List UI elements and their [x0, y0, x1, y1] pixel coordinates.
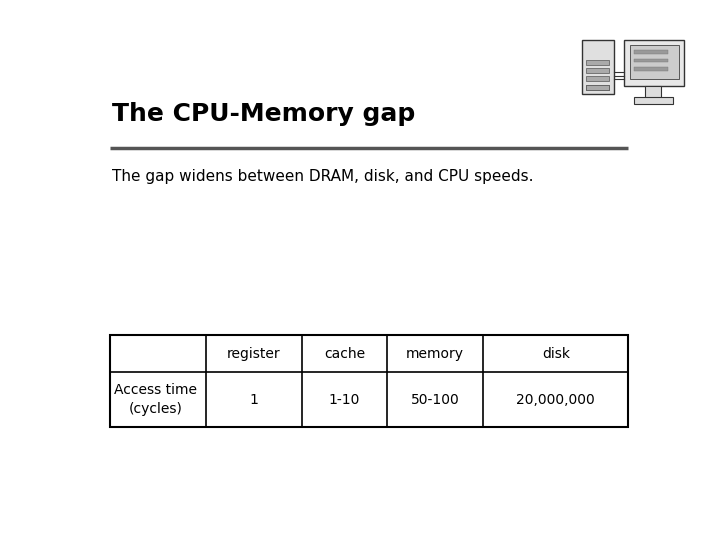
Bar — [586, 59, 609, 65]
Bar — [634, 67, 668, 71]
Text: 1: 1 — [249, 393, 258, 407]
Bar — [586, 68, 609, 73]
Bar — [586, 85, 609, 90]
Bar — [624, 39, 684, 85]
Text: disk: disk — [542, 347, 570, 361]
Text: Access time
(cycles): Access time (cycles) — [114, 383, 197, 416]
Bar — [634, 59, 668, 62]
Text: memory: memory — [406, 347, 464, 361]
Bar — [109, 335, 629, 427]
Bar — [634, 50, 668, 54]
Bar — [630, 45, 678, 79]
Bar — [586, 76, 609, 82]
Text: The CPU-Memory gap: The CPU-Memory gap — [112, 102, 415, 126]
Bar — [645, 85, 661, 99]
Text: The gap widens between DRAM, disk, and CPU speeds.: The gap widens between DRAM, disk, and C… — [112, 168, 534, 184]
Bar — [582, 39, 614, 94]
Bar — [586, 85, 609, 90]
Text: 20,000,000: 20,000,000 — [516, 393, 595, 407]
Text: register: register — [227, 347, 280, 361]
Text: cache: cache — [324, 347, 365, 361]
Text: 1-10: 1-10 — [328, 393, 360, 407]
Text: 50-100: 50-100 — [411, 393, 459, 407]
Bar — [634, 97, 672, 104]
